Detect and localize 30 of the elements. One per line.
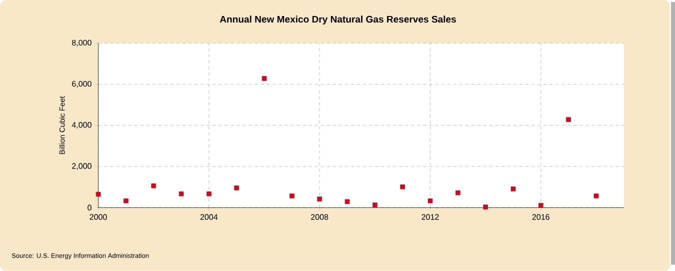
- point: [566, 117, 571, 122]
- y-tick-label: 6,000: [72, 81, 92, 88]
- chart-title: Annual New Mexico Dry Natural Gas Reserves Sales: [220, 16, 456, 25]
- point: [538, 203, 544, 208]
- point: [151, 184, 156, 188]
- point: [400, 184, 405, 190]
- point: [594, 194, 599, 198]
- point: [124, 198, 128, 204]
- y-tick-label: 4,000: [72, 122, 92, 129]
- y-tick-label: 8,000: [72, 40, 92, 47]
- point: [290, 194, 294, 198]
- point: [455, 190, 460, 196]
- y-tick-label: 0: [88, 204, 92, 211]
- point: [178, 192, 184, 196]
- point: [483, 204, 488, 210]
- point: [234, 186, 240, 190]
- point: [428, 198, 433, 204]
- point: [344, 199, 350, 204]
- point: [96, 192, 101, 197]
- x-tick-label: 2000: [90, 214, 107, 220]
- point: [206, 192, 212, 196]
- x-tick-label: 2016: [532, 214, 550, 220]
- point: [262, 76, 267, 81]
- x-tick-label: 2004: [200, 214, 218, 220]
- x-tick-label: 2012: [422, 214, 439, 220]
- x-tick-label: 2008: [311, 214, 328, 220]
- point: [372, 202, 378, 208]
- point: [510, 186, 516, 192]
- point: [317, 196, 322, 202]
- y-tick-label: 2,000: [72, 163, 92, 170]
